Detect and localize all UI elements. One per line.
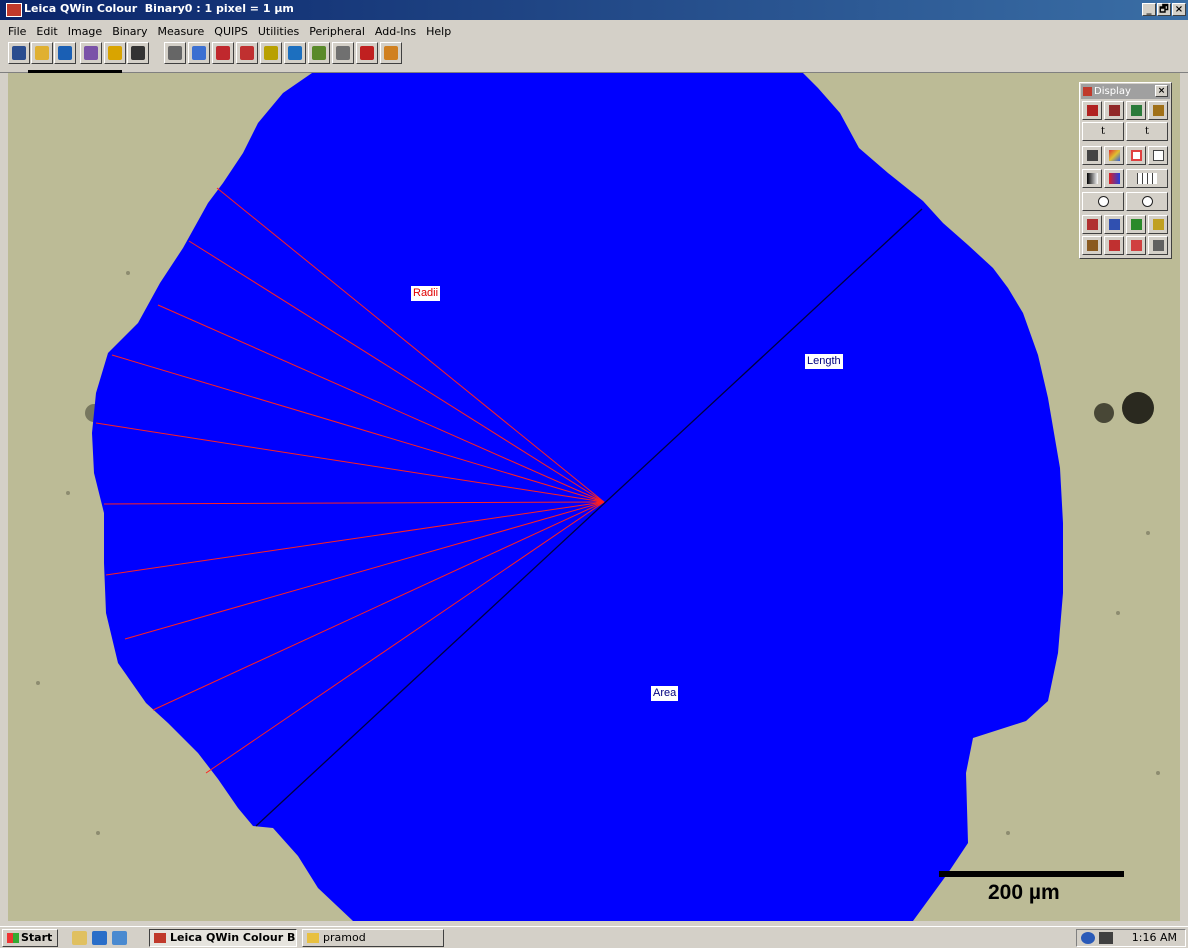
taskbar-task-qwin[interactable]: Leica QWin Colour Bin...	[149, 929, 297, 947]
zoom-out-icon[interactable]	[1082, 192, 1124, 211]
color-pencil-icon[interactable]	[1104, 146, 1124, 165]
zoom-in-icon[interactable]	[1126, 192, 1168, 211]
title-bar[interactable]: Leica QWin Colour Binary0 : 1 pixel = 1 …	[0, 0, 1188, 20]
windows-logo-icon	[7, 933, 19, 943]
grid-icon[interactable]	[80, 42, 102, 64]
grayscale-icon[interactable]	[1082, 169, 1102, 188]
network-icon[interactable]	[1081, 932, 1095, 944]
image-view[interactable]: Radii Length Area 200 µm	[8, 73, 1180, 921]
image-canvas	[8, 73, 1180, 921]
media-icon[interactable]	[112, 931, 127, 945]
fill-icon[interactable]	[356, 42, 378, 64]
mode-8-icon[interactable]	[1148, 236, 1168, 255]
blue-region	[92, 73, 1063, 921]
scale-bar-label: 200 µm	[988, 881, 1060, 904]
radii-label: Radii	[411, 286, 441, 301]
overlay-alt-icon[interactable]	[1148, 101, 1168, 120]
mode-6-icon[interactable]	[1104, 236, 1124, 255]
app-icon[interactable]	[6, 3, 22, 17]
clock[interactable]: 1:16 AM	[1131, 931, 1177, 944]
mode-5-icon[interactable]	[1082, 236, 1102, 255]
menu-help[interactable]: Help	[426, 25, 452, 38]
text-right-button[interactable]: t	[1126, 122, 1168, 141]
menu-add-ins[interactable]: Add-Ins	[374, 25, 417, 38]
mode-2-icon[interactable]	[1104, 215, 1124, 234]
system-tray: 1:16 AM	[1076, 929, 1186, 947]
open-folder-icon[interactable]	[31, 42, 53, 64]
filter-icon[interactable]	[54, 42, 76, 64]
probe-icon[interactable]	[104, 42, 126, 64]
scale-bar	[939, 871, 1124, 877]
area-label: Area	[651, 686, 679, 701]
pencil-icon[interactable]	[1082, 146, 1102, 165]
red-square-icon[interactable]	[1126, 146, 1146, 165]
display-palette-title: Display	[1094, 86, 1131, 97]
length-line	[255, 208, 923, 827]
restore-button[interactable]: 🗗	[1157, 3, 1171, 16]
binary-image-icon[interactable]	[236, 42, 258, 64]
display-palette-title-bar[interactable]: Display ×	[1081, 84, 1170, 99]
menu-image[interactable]: Image	[67, 25, 103, 38]
menu-measure[interactable]: Measure	[157, 25, 205, 38]
dark-particle-small	[1094, 403, 1114, 423]
taskbar-task-pramod[interactable]: pramod	[302, 929, 444, 947]
menu-peripheral[interactable]: Peripheral	[309, 25, 365, 38]
color-palette-icon[interactable]	[1104, 169, 1124, 188]
menu-bar: File Edit Image Binary Measure QUIPS Utilities…	[0, 20, 1188, 39]
monitor-icon[interactable]	[8, 42, 30, 64]
grid-view-icon[interactable]	[1126, 169, 1168, 188]
white-square-icon[interactable]	[1148, 146, 1168, 165]
display-palette-close-button[interactable]: ×	[1155, 85, 1168, 97]
menu-edit[interactable]: Edit	[36, 25, 58, 38]
text-left-button[interactable]: t	[1082, 122, 1124, 141]
radii-lines	[95, 187, 605, 774]
detect-icon[interactable]	[260, 42, 282, 64]
palette-icon	[1083, 87, 1092, 96]
menu-quips[interactable]: QUIPS	[214, 25, 248, 38]
mode-1-icon[interactable]	[1082, 215, 1102, 234]
frame-icon[interactable]	[188, 42, 210, 64]
progress-bar	[28, 70, 122, 74]
menu-file[interactable]: File	[8, 25, 27, 38]
camera-icon[interactable]	[127, 42, 149, 64]
mode-7-icon[interactable]	[1126, 236, 1146, 255]
app-icon	[154, 933, 166, 943]
menu-utilities[interactable]: Utilities	[257, 25, 300, 38]
crossed-lines-icon[interactable]	[164, 42, 186, 64]
close-button[interactable]: ×	[1172, 3, 1186, 16]
menu-binary[interactable]: Binary	[112, 25, 148, 38]
length-label: Length	[805, 354, 843, 369]
start-button[interactable]: Start	[2, 929, 58, 947]
histogram-icon[interactable]	[284, 42, 306, 64]
debris-specks	[36, 201, 1160, 835]
minimize-button[interactable]: _	[1142, 3, 1156, 16]
browser-icon[interactable]	[92, 931, 107, 945]
taskbar: Start Leica QWin Colour Bin... pramod 1:…	[0, 926, 1188, 948]
show-desktop-icon[interactable]	[72, 931, 87, 945]
pen-icon[interactable]	[212, 42, 234, 64]
tiles-icon[interactable]	[308, 42, 330, 64]
dark-particle	[1122, 392, 1154, 424]
toolbar	[0, 39, 1188, 74]
image-icon[interactable]	[1082, 101, 1102, 120]
measure-tool-icon[interactable]	[380, 42, 402, 64]
overlay-icon[interactable]	[1126, 101, 1146, 120]
volume-icon[interactable]	[1099, 932, 1113, 944]
mode-4-icon[interactable]	[1148, 215, 1168, 234]
display-palette: Display × t t	[1079, 82, 1172, 259]
folder-icon	[307, 933, 319, 943]
list-icon[interactable]	[332, 42, 354, 64]
image-alt-icon[interactable]	[1104, 101, 1124, 120]
mode-3-icon[interactable]	[1126, 215, 1146, 234]
window-title: Leica QWin Colour Binary0 : 1 pixel = 1 …	[24, 2, 294, 15]
